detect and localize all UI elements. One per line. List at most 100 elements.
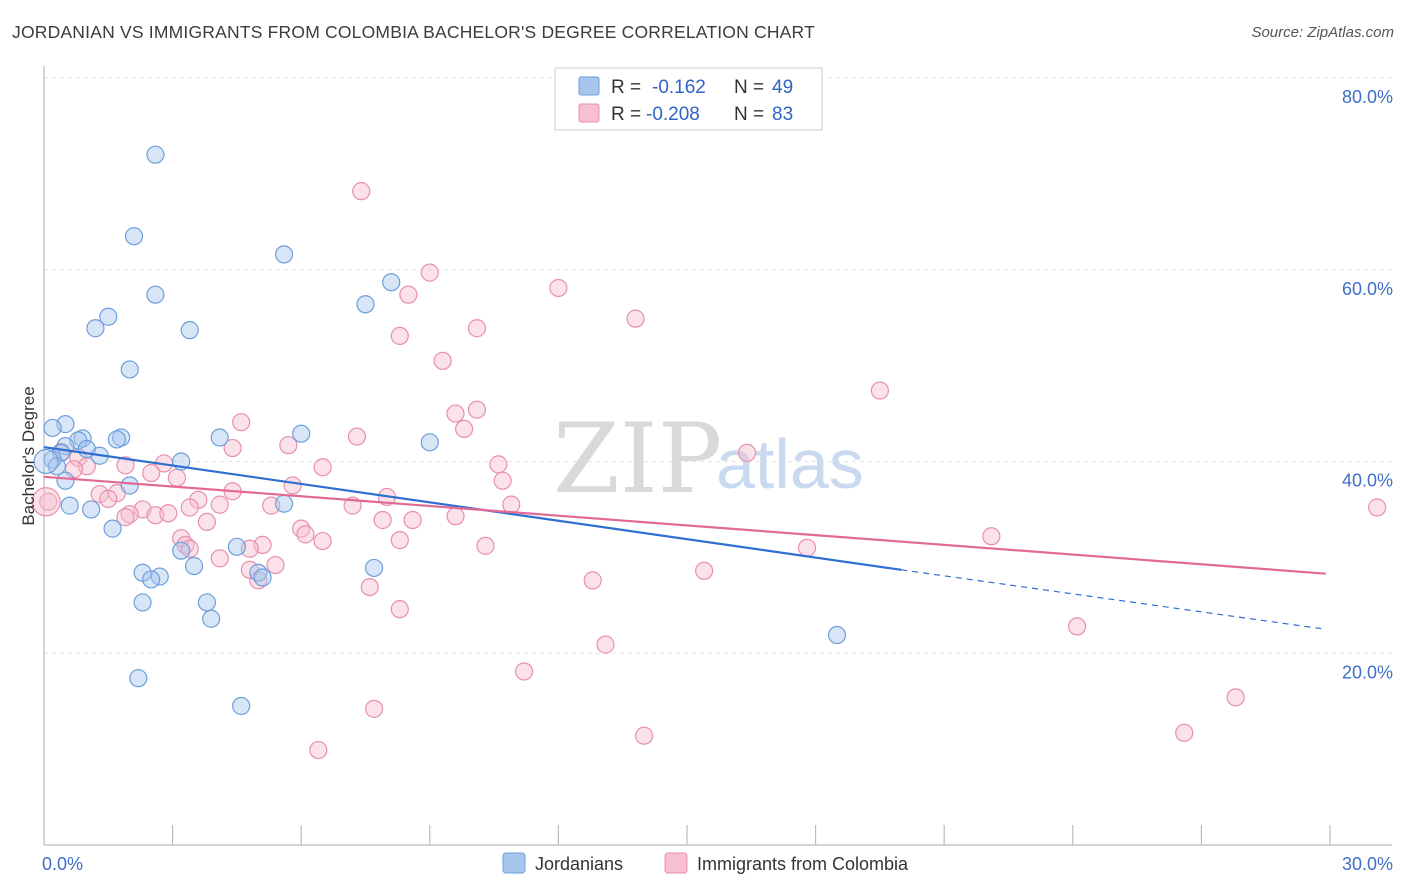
y-tick-label: 80.0% [1342, 87, 1393, 107]
point-colombia [493, 471, 512, 490]
point-colombia [167, 468, 186, 487]
point-colombia [399, 285, 418, 304]
stats-n-label-jordanians: N = [734, 77, 764, 98]
point-colombia [116, 456, 135, 475]
point-colombia [210, 549, 229, 568]
point-jordanians [232, 696, 251, 716]
point-colombia [420, 263, 439, 282]
stats-r-value-jordanians: -0.162 [652, 77, 706, 98]
point-colombia [232, 413, 251, 432]
point-colombia [1226, 688, 1245, 707]
point-jordanians [184, 556, 204, 576]
watermark: ZIP atlas [553, 403, 864, 515]
stats-swatch-jordanians [578, 76, 600, 96]
point-colombia [296, 525, 315, 544]
point-colombia [1067, 617, 1087, 636]
point-jordanians [33, 448, 59, 475]
point-colombia [313, 531, 332, 551]
point-colombia [360, 577, 379, 597]
legend-swatch-jordanians [502, 852, 526, 874]
point-jordanians [142, 570, 161, 589]
point-jordanians [129, 669, 148, 688]
point-jordanians [82, 500, 101, 519]
stats-n-value-jordanians: 49 [772, 77, 793, 98]
point-colombia [870, 381, 890, 400]
point-jordanians [56, 471, 75, 490]
point-jordanians [120, 360, 139, 379]
watermark-atlas: atlas [716, 425, 864, 503]
point-colombia [515, 662, 534, 681]
stats-r-value-colombia: -0.208 [646, 104, 700, 125]
point-jordanians [197, 593, 216, 612]
point-colombia [142, 463, 161, 483]
point-colombia [596, 635, 615, 654]
point-colombia [279, 436, 298, 455]
legend-label-colombia: Immigrants from Colombia [697, 854, 909, 874]
point-jordanians [180, 321, 199, 340]
point-colombia [467, 319, 487, 338]
axes [43, 66, 1392, 846]
data-points [31, 145, 1387, 760]
point-colombia [390, 531, 409, 550]
point-jordanians [99, 307, 118, 326]
trend-lines [43, 446, 1326, 630]
point-colombia [454, 419, 474, 439]
point-jordanians [120, 476, 139, 495]
y-tick-label: 40.0% [1342, 471, 1393, 491]
point-colombia [352, 182, 371, 201]
point-jordanians [274, 245, 294, 264]
point-colombia [39, 492, 58, 511]
point-jordanians [133, 593, 152, 612]
point-colombia [373, 510, 392, 530]
point-colombia [31, 487, 61, 517]
point-colombia [737, 443, 757, 462]
point-jordanians [827, 625, 847, 645]
point-jordanians [172, 541, 191, 560]
y-axis-label: Bachelor's Degree [19, 386, 38, 525]
y-tick-label: 20.0% [1342, 662, 1393, 682]
point-colombia [180, 498, 199, 517]
stats-r-label-colombia: R = [611, 104, 641, 125]
point-jordanians [103, 519, 122, 538]
legend-label-jordanians: Jordanians [535, 854, 623, 874]
point-colombia [635, 726, 654, 745]
point-colombia [549, 278, 568, 298]
point-colombia [390, 326, 409, 346]
point-jordanians [364, 558, 384, 578]
point-colombia [90, 484, 109, 504]
point-colombia [1175, 723, 1194, 742]
point-colombia [223, 438, 242, 458]
point-colombia [283, 476, 302, 495]
stats-swatch-colombia [578, 103, 600, 123]
series-legend: Jordanians Immigrants from Colombia [502, 852, 909, 874]
y-tick-label: 60.0% [1342, 279, 1393, 299]
legend-swatch-colombia [664, 852, 688, 874]
point-colombia [583, 571, 602, 590]
point-colombia [446, 507, 465, 526]
point-colombia [347, 427, 367, 446]
point-colombia [313, 458, 332, 477]
x-tick-label: 30.0% [1342, 854, 1393, 874]
point-colombia [982, 527, 1001, 546]
point-colombia [626, 309, 645, 328]
point-colombia [695, 561, 714, 580]
stats-n-label-colombia: N = [734, 104, 764, 125]
point-colombia [476, 536, 495, 555]
point-jordanians [274, 494, 294, 513]
point-colombia [489, 455, 508, 474]
point-colombia [390, 600, 409, 619]
point-colombia [1368, 498, 1387, 517]
stats-r-label-jordanians: R = [611, 77, 641, 98]
y-tick-labels: 20.0% 40.0% 60.0% 80.0% [1342, 87, 1393, 682]
stats-legend: R = -0.162 N = 49 R = -0.208 N = 83 [554, 67, 823, 131]
trend-line-colombia [43, 475, 1326, 575]
trend-line-jordanians-extension [901, 569, 1326, 630]
point-jordanians [382, 273, 401, 292]
point-jordanians [43, 418, 62, 438]
point-jordanians [146, 145, 165, 164]
point-colombia [116, 508, 135, 527]
watermark-zip: ZIP [553, 403, 722, 515]
point-jordanians [253, 568, 272, 587]
point-jordanians [210, 428, 229, 447]
